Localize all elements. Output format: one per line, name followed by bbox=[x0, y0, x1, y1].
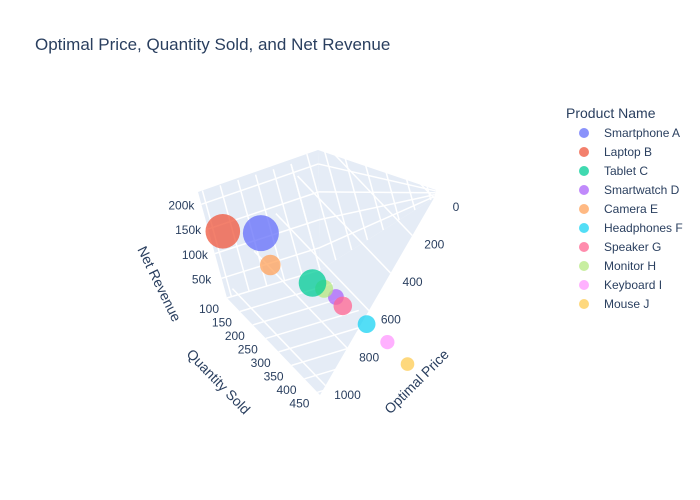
x-axis-title: Optimal Price bbox=[381, 346, 452, 417]
legend-marker bbox=[579, 222, 589, 233]
legend-label: Tablet C bbox=[604, 163, 649, 178]
legend-item[interactable]: Keyboard I bbox=[566, 275, 696, 294]
legend-item[interactable]: Smartphone A bbox=[566, 123, 696, 142]
legend-label: Mouse J bbox=[604, 296, 650, 311]
y-gridline bbox=[278, 323, 372, 353]
legend-marker bbox=[579, 127, 589, 138]
z-gridline bbox=[318, 191, 436, 194]
z-tick-label: 150k bbox=[175, 223, 202, 237]
y-gridline bbox=[290, 163, 321, 271]
data-point bbox=[400, 357, 415, 371]
z-gridline bbox=[201, 163, 319, 206]
z-axis-title: Net Revenue bbox=[134, 244, 184, 325]
y-tick-label: 250 bbox=[238, 343, 258, 357]
x-tick-label: 0 bbox=[453, 200, 460, 214]
z-tick-label: 100k bbox=[182, 248, 209, 262]
chart-title: Optimal Price, Quantity Sold, and Net Re… bbox=[35, 35, 391, 54]
legend-item[interactable]: Headphones F bbox=[566, 218, 696, 237]
x-gridline bbox=[231, 288, 326, 387]
legend-label: Smartphone A bbox=[604, 125, 681, 140]
legend-label: Smartwatch D bbox=[604, 182, 680, 197]
z-tick-label: 200k bbox=[168, 198, 195, 212]
data-point bbox=[380, 335, 395, 350]
y-gridline bbox=[306, 153, 337, 261]
x-gridline bbox=[275, 213, 370, 312]
y-gridline bbox=[317, 363, 411, 394]
legend-title: Product Name bbox=[566, 105, 656, 121]
data-points bbox=[205, 214, 415, 371]
data-point bbox=[333, 296, 353, 316]
data-point bbox=[242, 215, 279, 252]
legend-label: Speaker G bbox=[604, 239, 662, 254]
legend-marker bbox=[579, 203, 589, 214]
legend-marker bbox=[579, 298, 589, 309]
y-tick-label: 100 bbox=[199, 302, 219, 316]
data-point bbox=[298, 269, 327, 297]
legend-item[interactable]: Tablet C bbox=[566, 161, 696, 180]
legend-label: Headphones F bbox=[604, 220, 683, 235]
y-gridline bbox=[385, 103, 416, 211]
legend-label: Keyboard I bbox=[604, 277, 663, 292]
legend-items: Smartphone A Laptop B Tablet C Smartwatch D… bbox=[566, 123, 696, 313]
legend: Product Name Smartphone A Laptop B Tablet … bbox=[566, 105, 696, 313]
legend-item[interactable]: Laptop B bbox=[566, 142, 696, 161]
x-tick-label: 800 bbox=[359, 350, 379, 364]
x-tick-label: 600 bbox=[381, 313, 401, 327]
y-tick-label: 450 bbox=[289, 396, 309, 410]
legend-item[interactable]: Monitor H bbox=[566, 256, 696, 275]
z-gridline bbox=[318, 163, 436, 192]
y-gridline bbox=[337, 133, 369, 241]
y-tick-label: 200 bbox=[225, 329, 245, 343]
y-tick-label: 150 bbox=[212, 316, 232, 330]
legend-marker bbox=[579, 279, 589, 290]
x-gridline bbox=[318, 138, 413, 237]
legend-label: Monitor H bbox=[604, 258, 657, 273]
x-gridline bbox=[340, 100, 435, 199]
legend-marker bbox=[579, 260, 589, 271]
y-gridline bbox=[353, 123, 385, 231]
legend-marker bbox=[579, 146, 589, 157]
x-tick-label: 1000 bbox=[334, 388, 361, 402]
x-tick-label: 400 bbox=[403, 275, 423, 289]
y-tick-label: 400 bbox=[276, 383, 296, 397]
y-gridline bbox=[291, 336, 385, 367]
y-gridline bbox=[401, 93, 432, 201]
legend-item[interactable]: Speaker G bbox=[566, 237, 696, 256]
z-gridline bbox=[319, 195, 435, 249]
z-tick-label: 50k bbox=[192, 272, 212, 286]
legend-marker bbox=[579, 241, 589, 252]
y-tick-label: 350 bbox=[264, 370, 284, 384]
legend-item[interactable]: Mouse J bbox=[566, 294, 696, 313]
y-gridline bbox=[321, 143, 353, 251]
legend-item[interactable]: Smartwatch D bbox=[566, 180, 696, 199]
y-tick-label: 300 bbox=[251, 356, 271, 370]
y-gridline bbox=[304, 350, 398, 380]
legend-marker bbox=[579, 165, 589, 176]
y-gridline bbox=[369, 113, 400, 221]
legend-label: Camera E bbox=[604, 201, 659, 216]
data-point bbox=[260, 254, 281, 276]
legend-label: Laptop B bbox=[604, 144, 653, 159]
legend-item[interactable]: Camera E bbox=[566, 199, 696, 218]
x-tick-label: 200 bbox=[424, 238, 444, 252]
data-point bbox=[205, 214, 241, 249]
legend-marker bbox=[579, 184, 589, 195]
x-gridline bbox=[272, 169, 304, 276]
axis-tick-labels: 50k100k150k200k1001502002503003504004500… bbox=[168, 198, 459, 410]
data-point bbox=[357, 315, 376, 333]
